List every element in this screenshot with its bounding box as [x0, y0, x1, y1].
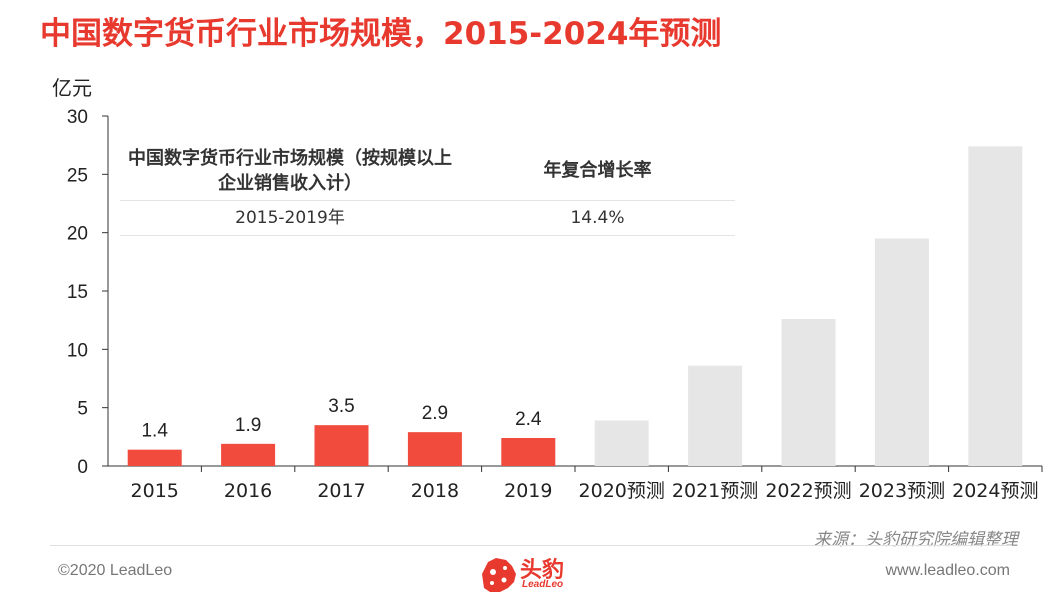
cagr-table-header: 中国数字货币行业市场规模（按规模以上企业销售收入计） 年复合增长率: [120, 142, 735, 201]
bar-2016: [221, 443, 276, 466]
bar-2021预测: [688, 365, 743, 466]
x-tick-label: 2019: [504, 480, 552, 502]
cagr-period: 2015-2019年: [235, 208, 345, 228]
logo-english-text: LeadLeo: [522, 579, 564, 590]
leadleo-logo: 头豹 LeadLeo: [478, 552, 588, 596]
y-tick-label: 25: [67, 165, 88, 186]
cagr-rate: 14.4%: [570, 208, 625, 228]
data-label: 2.4: [515, 409, 542, 430]
footer-divider: [50, 545, 1012, 546]
bar-2017: [314, 425, 369, 466]
x-tick-label: 2020预测: [579, 480, 665, 502]
cagr-table: 中国数字货币行业市场规模（按规模以上企业销售收入计） 年复合增长率 2015-2…: [120, 142, 735, 236]
y-tick-label: 20: [67, 224, 88, 245]
cagr-header-market-size: 中国数字货币行业市场规模（按规模以上企业销售收入计）: [128, 148, 452, 194]
page-title: 中国数字货币行业市场规模，2015-2024年预测: [40, 16, 722, 52]
y-tick-label: 5: [77, 399, 88, 420]
leopard-head-icon: [482, 558, 516, 592]
x-tick-label: 2022预测: [765, 480, 851, 502]
table-row: 2015-2019年 14.4%: [120, 201, 735, 236]
website-url: www.leadleo.com: [885, 562, 1011, 579]
y-tick-label: 10: [67, 340, 88, 361]
chart-bars: [127, 146, 1023, 467]
x-tick-label: 2023预测: [859, 480, 945, 502]
x-tick-label: 2017: [317, 480, 365, 502]
logo-chinese-text: 头豹: [520, 558, 565, 583]
bar-2015: [127, 449, 182, 466]
cagr-header-growth-rate: 年复合增长率: [543, 160, 652, 181]
data-label: 3.5: [328, 396, 354, 417]
copyright-text: ©2020 LeadLeo: [58, 562, 173, 579]
bar-2024预测: [968, 146, 1023, 467]
bar-2022预测: [781, 319, 836, 466]
chart-labels: 1.4 2015 1.9 2016 3.5 2017 2.9 2018 2.4 2019 2020预…: [131, 396, 1039, 502]
bar-2019: [501, 438, 556, 466]
bar-2023预测: [874, 238, 929, 466]
data-label: 1.9: [235, 415, 261, 436]
data-label: 2.9: [422, 403, 448, 424]
source-note: 来源：头豹研究院编辑整理: [814, 530, 1018, 550]
x-tick-label: 2018: [411, 480, 459, 502]
y-tick-label: 30: [67, 107, 88, 128]
x-tick-label: 2024预测: [952, 480, 1038, 502]
data-label: 1.4: [141, 421, 168, 442]
x-tick-label: 2021预测: [672, 480, 758, 502]
bar-2018: [407, 432, 462, 466]
y-tick-label: 0: [77, 457, 88, 478]
bar-chart: 0 5 10 15 20 25 30 1.4 2015 1.9 2016 3.5 2017 2.9 201…: [67, 107, 1043, 502]
bar-2020预测: [594, 420, 649, 466]
y-axis-unit-label: 亿元: [52, 76, 92, 100]
x-tick-label: 2015: [131, 480, 179, 502]
x-tick-label: 2016: [224, 480, 272, 502]
y-tick-label: 15: [67, 282, 88, 303]
